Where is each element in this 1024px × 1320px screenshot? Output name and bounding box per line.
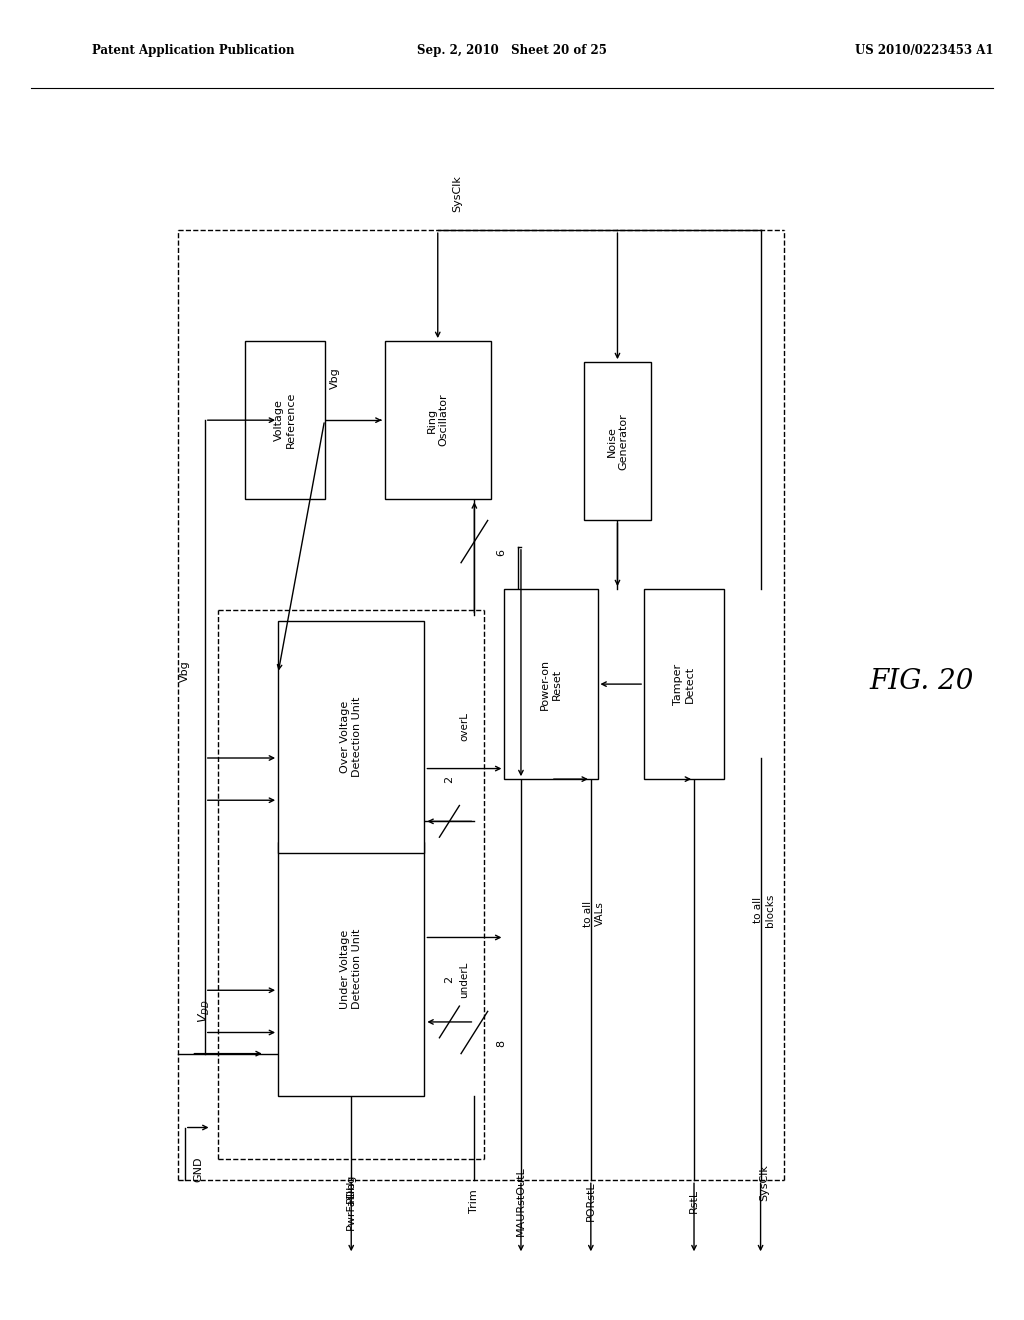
Text: Power-on
Reset: Power-on Reset — [540, 659, 562, 710]
Text: MAURstOutL: MAURstOutL — [516, 1167, 526, 1237]
Text: Sep. 2, 2010   Sheet 20 of 25: Sep. 2, 2010 Sheet 20 of 25 — [417, 45, 607, 57]
Text: PORstL: PORstL — [586, 1181, 596, 1221]
Text: FIG. 20: FIG. 20 — [869, 668, 974, 696]
Text: SysClk: SysClk — [453, 174, 463, 211]
Text: Patent Application Publication: Patent Application Publication — [92, 45, 295, 57]
Text: Tamper
Detect: Tamper Detect — [673, 664, 695, 705]
Text: 8: 8 — [496, 1039, 506, 1047]
Bar — [385, 341, 492, 499]
Bar — [279, 842, 425, 1096]
Bar — [279, 620, 425, 853]
Text: US 2010/0223453 A1: US 2010/0223453 A1 — [855, 45, 993, 57]
Text: to all
VALs: to all VALs — [584, 900, 605, 927]
Bar — [505, 589, 597, 779]
Text: Noise
Generator: Noise Generator — [606, 413, 629, 470]
Text: Trim: Trim — [469, 1189, 479, 1213]
Text: 2: 2 — [444, 977, 455, 983]
Text: overL: overL — [460, 711, 469, 741]
Text: Voltage
Reference: Voltage Reference — [273, 392, 296, 449]
Text: underL: underL — [460, 961, 469, 998]
Text: Vbg: Vbg — [330, 367, 340, 389]
Text: to all
blocks: to all blocks — [753, 894, 775, 927]
Bar — [584, 362, 651, 520]
Text: 6: 6 — [496, 549, 506, 556]
Text: Ring
Oscillator: Ring Oscillator — [427, 393, 449, 446]
Text: 2: 2 — [444, 776, 455, 783]
Text: Under Voltage
Detection Unit: Under Voltage Detection Unit — [340, 929, 362, 1010]
Text: $V_{DD}$: $V_{DD}$ — [198, 999, 212, 1023]
Text: SysClk: SysClk — [759, 1164, 769, 1201]
Text: Over Voltage
Detection Unit: Over Voltage Detection Unit — [340, 697, 362, 777]
Bar — [245, 341, 325, 499]
Text: GND: GND — [194, 1158, 203, 1183]
Text: PwrFailing: PwrFailing — [346, 1173, 356, 1230]
Text: RstL: RstL — [689, 1189, 699, 1213]
Bar — [644, 589, 724, 779]
Text: Vbg: Vbg — [180, 660, 189, 682]
Text: PDU: PDU — [346, 1179, 356, 1203]
